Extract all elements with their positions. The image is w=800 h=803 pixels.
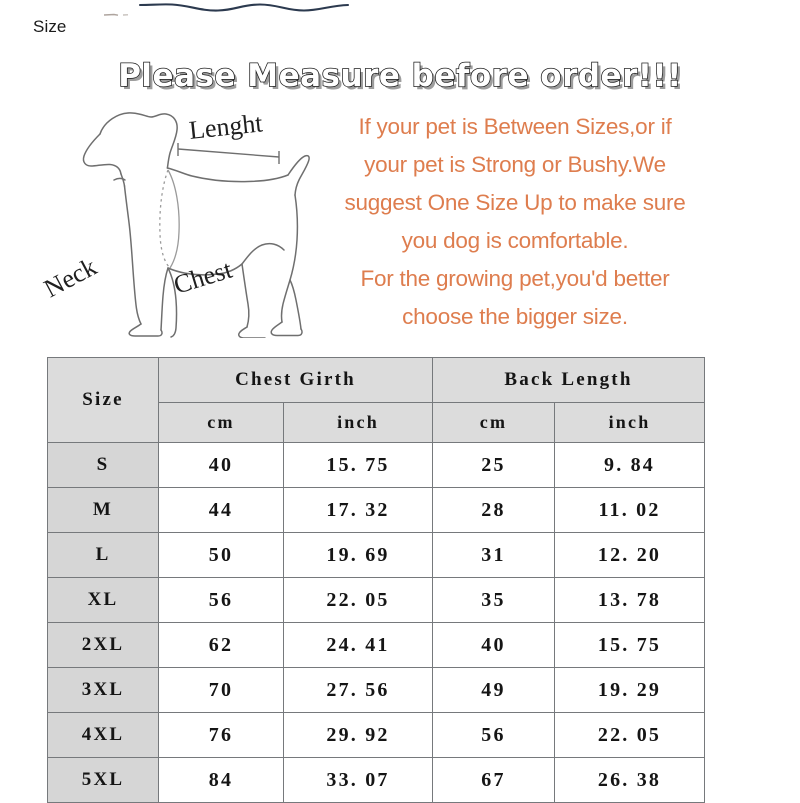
dog-front-paw bbox=[128, 323, 163, 337]
chest-girth-back-arc bbox=[159, 169, 171, 269]
cell-chest-inch-2XL: 24. 41 bbox=[283, 622, 433, 668]
header-chest-inch: inch bbox=[283, 402, 433, 443]
chest-girth-front-arc bbox=[167, 169, 180, 269]
dog-front-leg-2 bbox=[160, 267, 169, 331]
table-row: M 44 17. 32 28 11. 02 bbox=[47, 487, 706, 533]
cell-chest-inch-L: 19. 69 bbox=[283, 532, 433, 578]
header-chest-girth: Chest Girth bbox=[158, 357, 433, 403]
dog-thigh bbox=[241, 242, 285, 265]
size-chart-body: S 40 15. 75 25 9. 84 M 44 17. 32 28 11. 02 L 50 19. … bbox=[47, 442, 706, 803]
cell-size-2XL: 2XL bbox=[47, 622, 159, 668]
advisory-line-2: your pet is Strong or Bushy.We bbox=[364, 152, 666, 177]
cell-chest-inch-S: 15. 75 bbox=[283, 442, 433, 488]
dog-rear-inner-paw bbox=[238, 326, 266, 338]
headline-banner: .hl-shadow { font-family: "DejaVu Sans",… bbox=[0, 57, 800, 97]
cell-back-inch-4XL: 22. 05 bbox=[553, 712, 706, 758]
dog-collar-tick bbox=[113, 177, 126, 181]
cell-back-cm-3XL: 49 bbox=[432, 667, 555, 713]
table-row: 4XL 76 29. 92 56 22. 05 bbox=[47, 712, 706, 758]
size-chart-table: Size Chest Girth Back Length cm inch cm … bbox=[47, 357, 706, 803]
cell-size-XL: XL bbox=[47, 577, 159, 623]
cell-back-inch-M: 11. 02 bbox=[553, 487, 706, 533]
neck-label: Neck bbox=[42, 252, 101, 303]
wavy-divider-icon bbox=[138, 0, 350, 14]
dog-measurement-diagram: Lenght Neck Chest bbox=[42, 98, 342, 338]
size-chart: Size Chest Girth Back Length cm inch cm … bbox=[47, 357, 706, 803]
dog-tail bbox=[287, 154, 310, 196]
dog-hind-paw bbox=[270, 321, 303, 337]
cell-chest-cm-L: 50 bbox=[158, 532, 284, 578]
table-header-row-groups: Size Chest Girth Back Length bbox=[47, 357, 706, 443]
table-row: L 50 19. 69 31 12. 20 bbox=[47, 532, 706, 578]
cell-back-cm-4XL: 56 bbox=[432, 712, 555, 758]
dog-rear-line bbox=[280, 194, 299, 323]
dog-muzzle bbox=[82, 133, 122, 175]
cell-size-4XL: 4XL bbox=[47, 712, 159, 758]
cell-back-inch-L: 12. 20 bbox=[553, 532, 706, 578]
dog-hind-leg-2 bbox=[289, 279, 302, 330]
cell-chest-cm-M: 44 bbox=[158, 487, 284, 533]
cell-back-inch-XL: 13. 78 bbox=[553, 577, 706, 623]
dog-rear-inner-leg bbox=[241, 263, 250, 328]
length-measure-bar bbox=[177, 143, 280, 164]
advisory-line-1: If your pet is Between Sizes,or if bbox=[358, 114, 672, 139]
chest-label: Chest bbox=[170, 254, 236, 299]
cell-size-M: M bbox=[47, 487, 159, 533]
svg-text:Please Measure before order!!!: Please Measure before order!!! bbox=[121, 61, 680, 97]
cell-chest-inch-XL: 22. 05 bbox=[283, 577, 433, 623]
decorative-smudge bbox=[103, 4, 130, 16]
dog-head-top bbox=[99, 112, 178, 169]
dog-throat bbox=[120, 173, 126, 187]
header-chest-cm: cm bbox=[158, 402, 284, 443]
cell-back-cm-L: 31 bbox=[432, 532, 555, 578]
cell-back-cm-S: 25 bbox=[432, 442, 555, 488]
cell-chest-inch-4XL: 29. 92 bbox=[283, 712, 433, 758]
dog-far-front-leg bbox=[167, 267, 178, 338]
cell-back-inch-2XL: 15. 75 bbox=[553, 622, 706, 668]
cell-chest-cm-4XL: 76 bbox=[158, 712, 284, 758]
cell-back-inch-3XL: 19. 29 bbox=[553, 667, 706, 713]
advisory-line-5: For the growing pet,you'd better bbox=[360, 266, 670, 291]
cell-chest-cm-S: 40 bbox=[158, 442, 284, 488]
advisory-line-6: choose the bigger size. bbox=[402, 304, 628, 329]
cell-chest-cm-3XL: 70 bbox=[158, 667, 284, 713]
header-back-inch: inch bbox=[553, 402, 706, 443]
svg-text:Please Measure before order!!!: Please Measure before order!!! bbox=[120, 58, 680, 94]
cell-chest-cm-5XL: 84 bbox=[158, 757, 284, 803]
cell-size-S: S bbox=[47, 442, 159, 488]
length-label: Lenght bbox=[188, 108, 265, 145]
advisory-paragraph: If your pet is Between Sizes,or if your … bbox=[325, 108, 705, 336]
cell-back-inch-5XL: 26. 38 bbox=[553, 757, 706, 803]
header-size: Size bbox=[47, 357, 159, 443]
table-row: S 40 15. 75 25 9. 84 bbox=[47, 442, 706, 488]
table-row: XL 56 22. 05 35 13. 78 bbox=[47, 577, 706, 623]
cell-chest-inch-3XL: 27. 56 bbox=[283, 667, 433, 713]
cell-back-cm-2XL: 40 bbox=[432, 622, 555, 668]
size-chart-head: Size Chest Girth Back Length cm inch cm … bbox=[47, 357, 706, 443]
cell-back-cm-M: 28 bbox=[432, 487, 555, 533]
cell-size-5XL: 5XL bbox=[47, 757, 159, 803]
dog-back-line bbox=[166, 167, 289, 183]
cell-back-inch-S: 9. 84 bbox=[553, 442, 706, 488]
dog-belly bbox=[167, 263, 243, 276]
cell-size-L: L bbox=[47, 532, 159, 578]
header-back-cm: cm bbox=[432, 402, 555, 443]
table-header-row-units: cm inch cm inch bbox=[48, 402, 706, 443]
headline-text: .hl-shadow { font-family: "DejaVu Sans",… bbox=[120, 57, 680, 97]
header-back-length: Back Length bbox=[431, 357, 706, 403]
cell-chest-cm-XL: 56 bbox=[158, 577, 284, 623]
dog-front-leg-back bbox=[123, 185, 142, 325]
cell-chest-inch-5XL: 33. 07 bbox=[283, 757, 433, 803]
table-row: 3XL 70 27. 56 49 19. 29 bbox=[47, 667, 706, 713]
page-caption: Size bbox=[33, 17, 67, 36]
cell-back-cm-5XL: 67 bbox=[432, 757, 555, 803]
table-row: 5XL 84 33. 07 67 26. 38 bbox=[47, 757, 706, 803]
table-row: 2XL 62 24. 41 40 15. 75 bbox=[47, 622, 706, 668]
cell-back-cm-XL: 35 bbox=[432, 577, 555, 623]
advisory-line-4: you dog is comfortable. bbox=[401, 228, 629, 253]
advisory-line-3: suggest One Size Up to make sure bbox=[344, 190, 686, 215]
cell-chest-inch-M: 17. 32 bbox=[283, 487, 433, 533]
cell-chest-cm-2XL: 62 bbox=[158, 622, 284, 668]
cell-size-3XL: 3XL bbox=[47, 667, 159, 713]
